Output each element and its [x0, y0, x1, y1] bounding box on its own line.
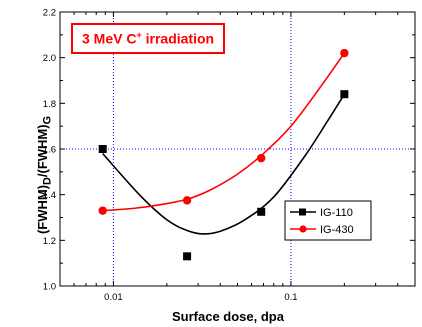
x-axis-label: Surface dose, dpa: [172, 309, 284, 324]
annotation-prefix: 3 MeV C: [82, 30, 137, 47]
y-tick-label: 1.8: [43, 99, 56, 110]
data-point-ig-430: [98, 206, 107, 215]
annotation-superscript: +: [136, 30, 142, 40]
y-tick-label: 1.6: [43, 145, 56, 156]
data-point-ig-110: [98, 145, 107, 153]
legend-box: [284, 200, 372, 241]
y-axis-label-sub2: G: [41, 115, 54, 125]
x-tick-label: 0.1: [284, 292, 297, 303]
legend-label-ig-430: IG-430: [320, 224, 354, 236]
data-point-ig-110: [183, 252, 192, 261]
annotation-suffix: irradiation: [141, 30, 215, 47]
y-axis-label-sub1: D: [41, 177, 54, 185]
y-tick-label: 1.4: [43, 190, 56, 201]
data-point-ig-110: [257, 207, 266, 216]
fit-curve-ig-110: [102, 93, 346, 235]
x-tick-label: 0.01: [104, 292, 123, 303]
data-point-ig-430: [340, 48, 349, 58]
irradiation-annotation: 3 MeV C+ irradiation: [71, 23, 226, 54]
legend-label-ig-110: IG-110: [320, 207, 353, 219]
y-axis-label-mid: /(FWHM): [35, 124, 50, 178]
fit-curve-ig-430: [102, 52, 346, 212]
legend-marker-ig-110: [299, 208, 306, 216]
y-tick-label: 1.2: [43, 236, 56, 247]
y-tick-label: 2.0: [43, 53, 56, 64]
legend-marker-ig-430: [299, 225, 307, 233]
data-point-ig-430: [257, 153, 266, 163]
y-tick-label: 2.2: [43, 8, 56, 19]
y-tick-label: 1.0: [43, 282, 56, 293]
y-axis-label-main: (FWHM): [35, 184, 50, 235]
data-point-ig-110: [340, 90, 349, 99]
data-point-ig-430: [182, 196, 192, 205]
y-axis-label: (FWHM)D/(FWHM)G: [35, 105, 54, 245]
